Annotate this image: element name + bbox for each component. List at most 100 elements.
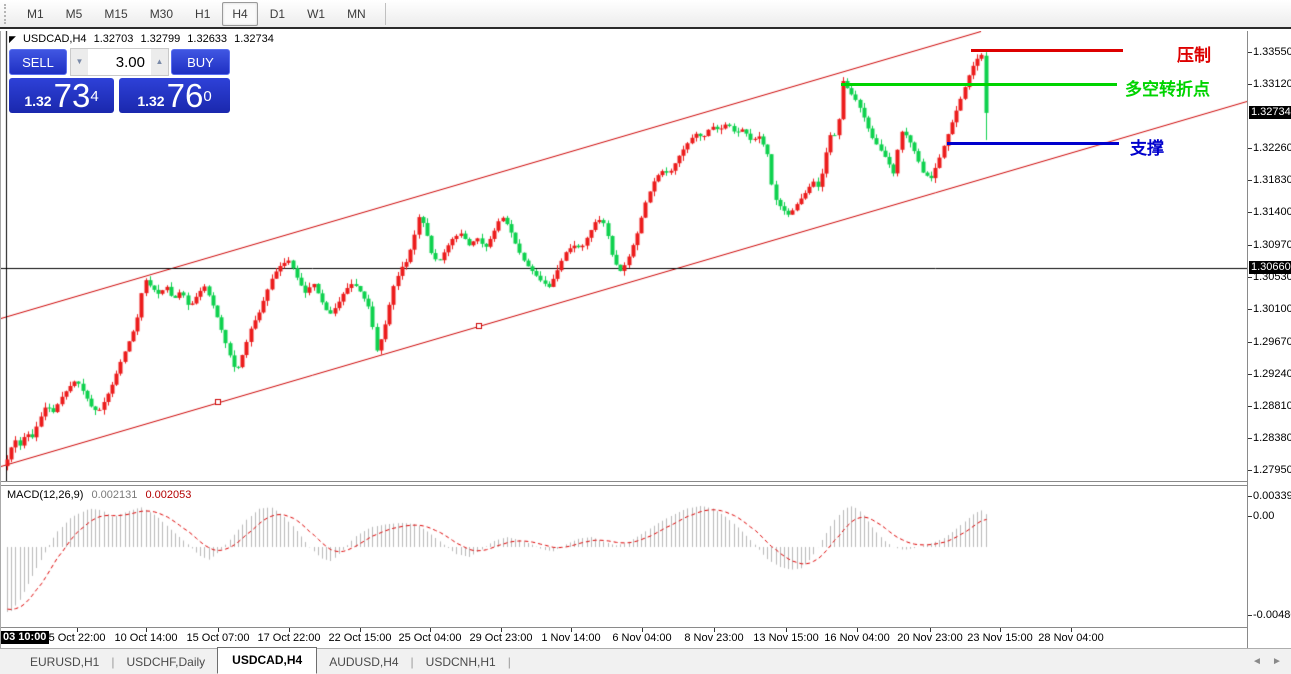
current-price-badge: 1.32734 — [1249, 106, 1291, 119]
time-tick-mark — [360, 628, 361, 632]
price-tick-label: 1.29240 — [1253, 368, 1291, 380]
price-tick-label: 1.31830 — [1253, 174, 1291, 186]
timeframe-button-h4[interactable]: H4 — [222, 1, 258, 26]
timeframe-button-m1[interactable]: M1 — [27, 6, 44, 21]
time-tick-label: 5 Oct 22:00 — [48, 632, 106, 644]
chart-window[interactable]: ◤ USDCAD,H4 1.32703 1.32799 1.32633 1.32… — [0, 31, 1291, 648]
sell-price-main: 73 — [53, 77, 91, 114]
sell-price-prefix: 1.32 — [24, 93, 52, 109]
volume-stepper: ▼ 3.00 ▲ — [70, 48, 169, 76]
price-tick-mark — [1248, 212, 1252, 213]
time-axis[interactable]: 03 10:00 5 Oct 22:00 10 Oct 14:00 15 Oct 0… — [1, 627, 1247, 648]
macd-indicator-label: MACD(12,26,9) 0.002131 0.002053 — [7, 489, 196, 501]
time-tick-mark — [430, 628, 431, 632]
ohlc-open: 1.32703 — [93, 33, 134, 45]
chart-tab-usdcnh[interactable]: USDCNH,H1 — [425, 654, 496, 669]
tab-scroll-right-icon[interactable]: ► — [1272, 656, 1282, 667]
volume-decrease-icon[interactable]: ▼ — [71, 49, 88, 75]
price-tick-label: 1.28380 — [1253, 432, 1291, 444]
timeframe-button-m15[interactable]: M15 — [104, 6, 128, 21]
pane-splitter-bottom[interactable] — [1, 485, 1247, 486]
sell-button[interactable]: SELL — [9, 49, 67, 75]
time-tick-label: 29 Oct 23:00 — [469, 632, 533, 644]
sell-price-display[interactable]: 1.32 73 4 — [9, 78, 114, 113]
price-tick-label: 1.29670 — [1253, 336, 1291, 348]
time-tick-label: 23 Nov 15:00 — [967, 632, 1033, 644]
ohlc-close: 1.32734 — [234, 33, 274, 45]
time-tick-label: 6 Nov 04:00 — [612, 632, 672, 644]
time-tick-mark — [1071, 628, 1072, 632]
pane-splitter-top[interactable] — [1, 481, 1247, 482]
tab-separator: | — [507, 654, 511, 669]
price-tick-label: 1.30100 — [1253, 303, 1291, 315]
tab-scroll-left-icon[interactable]: ◄ — [1252, 656, 1262, 667]
chart-tab-usdcad[interactable]: USDCAD,H4 — [217, 647, 318, 674]
time-tick-mark — [146, 628, 147, 632]
timeframe-button-h1[interactable]: H1 — [195, 6, 211, 21]
buy-button[interactable]: BUY — [171, 49, 230, 75]
ohlc-high: 1.32799 — [140, 33, 181, 45]
volume-input[interactable]: 3.00 — [115, 53, 145, 71]
time-tick-label: 25 Oct 04:00 — [398, 632, 462, 644]
price-tick-label: 1.33120 — [1253, 78, 1291, 90]
toolbar-grip-icon[interactable] — [4, 3, 10, 24]
chart-tab-audusd[interactable]: AUDUSD,H4 — [329, 654, 399, 669]
timeframe-button-m30[interactable]: M30 — [149, 6, 174, 21]
resistance-line[interactable] — [971, 49, 1123, 52]
tab-separator: | — [410, 654, 414, 669]
tab-separator: | — [111, 654, 115, 669]
price-tick-mark — [1248, 438, 1252, 439]
pivot-line[interactable] — [841, 83, 1117, 86]
time-tick-mark — [786, 628, 787, 632]
macd-tick-mark — [1248, 496, 1252, 497]
price-tick-label: 1.30530 — [1253, 271, 1291, 283]
sell-price-pip: 4 — [90, 88, 99, 105]
support-label: 支撑 — [1130, 139, 1164, 158]
time-tick-label: 10 Oct 14:00 — [114, 632, 178, 644]
buy-price-prefix: 1.32 — [137, 93, 165, 109]
chart-tab-bar: ◄ ► EURUSD,H1 | USDCHF,Daily USDCAD,H4 AUDUS… — [0, 647, 1291, 674]
price-tick-label: 1.32260 — [1253, 142, 1291, 154]
macd-tick-label: 0.00 — [1253, 510, 1275, 522]
macd-indicator-canvas[interactable] — [1, 486, 1247, 627]
toolbar-separator — [384, 2, 386, 25]
buy-price-display[interactable]: 1.32 76 0 — [119, 78, 230, 113]
time-tick-mark — [289, 628, 290, 632]
macd-tick-label: -0.004862 — [1253, 609, 1291, 621]
time-tick-mark — [77, 628, 78, 632]
buy-price-main: 76 — [166, 77, 204, 114]
timeframe-button-d1[interactable]: D1 — [269, 6, 286, 21]
price-tick-mark — [1248, 374, 1252, 375]
chart-symbol-period: USDCAD,H4 — [22, 33, 87, 45]
macd-tick-label: 0.003391 — [1253, 490, 1291, 502]
macd-signal: 0.002053 — [145, 489, 192, 501]
level-price-badge: 1.30660 — [1249, 261, 1291, 274]
chart-tab-usdchf[interactable]: USDCHF,Daily — [126, 654, 206, 669]
time-tick-mark — [714, 628, 715, 632]
price-tick-label: 1.30970 — [1253, 239, 1291, 251]
macd-value: 0.002131 — [91, 489, 138, 501]
resistance-label: 压制 — [1177, 46, 1211, 65]
macd-name: MACD(12,26,9) — [7, 489, 84, 501]
buy-price-pip: 0 — [203, 88, 212, 105]
price-tick-label: 1.28810 — [1253, 400, 1291, 412]
panel-collapse-icon[interactable]: ◤ — [9, 34, 16, 44]
time-tick-label: 17 Oct 22:00 — [257, 632, 321, 644]
price-tick-mark — [1248, 245, 1252, 246]
price-tick-mark — [1248, 309, 1252, 310]
price-tick-mark — [1248, 470, 1252, 471]
volume-increase-icon[interactable]: ▲ — [151, 49, 168, 75]
timeframe-button-mn[interactable]: MN — [347, 6, 366, 21]
price-tick-mark — [1248, 148, 1252, 149]
timeframe-button-m5[interactable]: M5 — [65, 6, 83, 21]
time-tick-mark — [501, 628, 502, 632]
time-tick-label: 28 Nov 04:00 — [1038, 632, 1104, 644]
time-tick-label: 20 Nov 23:00 — [897, 632, 963, 644]
timeframe-button-w1[interactable]: W1 — [307, 6, 326, 21]
time-tick-mark — [571, 628, 572, 632]
price-axis[interactable]: 1.33550 1.33120 1.32260 1.31830 1.31400 1.309… — [1247, 31, 1291, 648]
vline-time-badge: 03 10:00 — [1, 631, 50, 644]
support-line[interactable] — [947, 142, 1119, 145]
chart-tab-eurusd[interactable]: EURUSD,H1 — [30, 654, 100, 669]
